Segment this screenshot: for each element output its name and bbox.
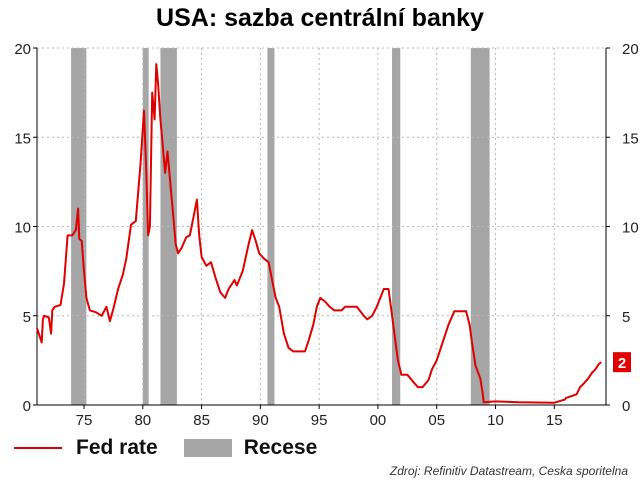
x-tick-label: 85 — [193, 412, 210, 429]
y-tick-label-left: 20 — [14, 41, 31, 58]
x-tick-label: 05 — [428, 412, 445, 429]
legend: Fed rate Recese — [14, 436, 317, 460]
recession-band — [142, 48, 149, 405]
y-tick-label-right: 5 — [622, 309, 630, 326]
y-tick-label-left: 0 — [23, 398, 31, 415]
y-tick-label-right: 10 — [622, 220, 639, 237]
y-tick-label-right: 15 — [622, 130, 639, 147]
x-tick-label: 90 — [252, 412, 269, 429]
last-value-badge — [613, 352, 631, 373]
y-tick-label-left: 5 — [23, 309, 31, 326]
x-tick-label: 95 — [311, 412, 328, 429]
series-line-fed-rate — [36, 63, 602, 404]
legend-bar-label: Recese — [243, 436, 318, 459]
x-tick-label: 75 — [76, 412, 93, 429]
y-tick-label-left: 15 — [14, 130, 31, 147]
chart-title: USA: sazba centrální banky — [156, 4, 484, 32]
y-tick-label-right: 20 — [622, 41, 639, 58]
x-tick-label: 00 — [370, 412, 387, 429]
legend-line-swatch — [14, 447, 62, 449]
x-tick-label: 80 — [134, 412, 151, 429]
source-note: Zdroj: Refinitiv Datastream, Ceska spori… — [389, 464, 628, 478]
last-value-label: 2 — [618, 355, 626, 372]
recession-band — [470, 48, 490, 405]
x-tick-label: 15 — [546, 412, 563, 429]
legend-bar-swatch — [183, 439, 232, 457]
y-tick-label-right: 0 — [622, 398, 630, 415]
legend-line-label: Fed rate — [76, 436, 158, 459]
y-tick-label-left: 10 — [14, 220, 31, 237]
recession-band — [392, 48, 401, 405]
recession-band — [267, 48, 275, 405]
x-tick-label: 10 — [487, 412, 504, 429]
